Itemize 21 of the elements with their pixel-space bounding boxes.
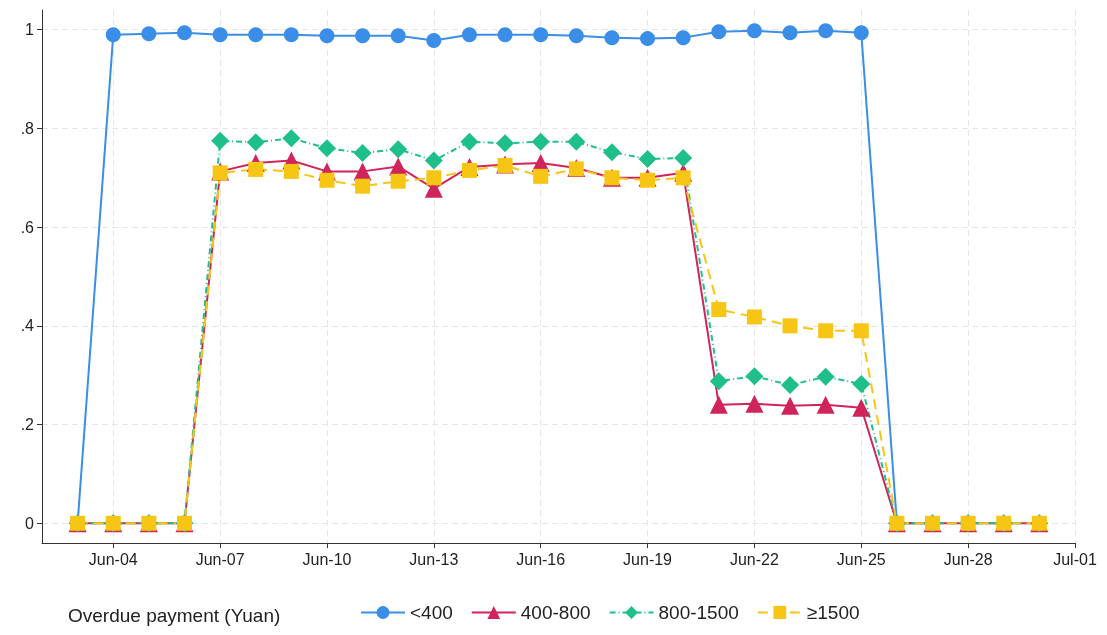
x-tick-label: Jun-07 [195,550,245,568]
y-tick-label: .2 [20,416,35,434]
y-tick-label: .6 [20,218,35,236]
x-tick-label: Jun-13 [409,550,459,568]
legend-label: 800-1500 [658,602,739,623]
y-tick-label: .4 [20,317,35,335]
x-tick-label: Jun-19 [623,550,673,568]
x-tick-label: Jun-04 [88,550,138,568]
y-tick-label: 1 [25,21,35,39]
x-tick-label: Jun-28 [943,550,993,568]
x-tick-label: Jun-22 [729,550,779,568]
legend-label: <400 [410,602,453,623]
legend-label: 400-800 [520,602,591,623]
x-tick-label: Jun-16 [516,550,566,568]
legend-title: Overdue payment (Yuan) [68,605,281,626]
x-tick-label: Jul-01 [1053,550,1097,568]
x-tick-label: Jun-25 [836,550,886,568]
x-tick-label: Jun-10 [302,550,352,568]
legend-label: ≥1500 [806,602,860,623]
y-tick-label: .8 [20,119,35,137]
y-tick-label: 0 [25,514,35,532]
